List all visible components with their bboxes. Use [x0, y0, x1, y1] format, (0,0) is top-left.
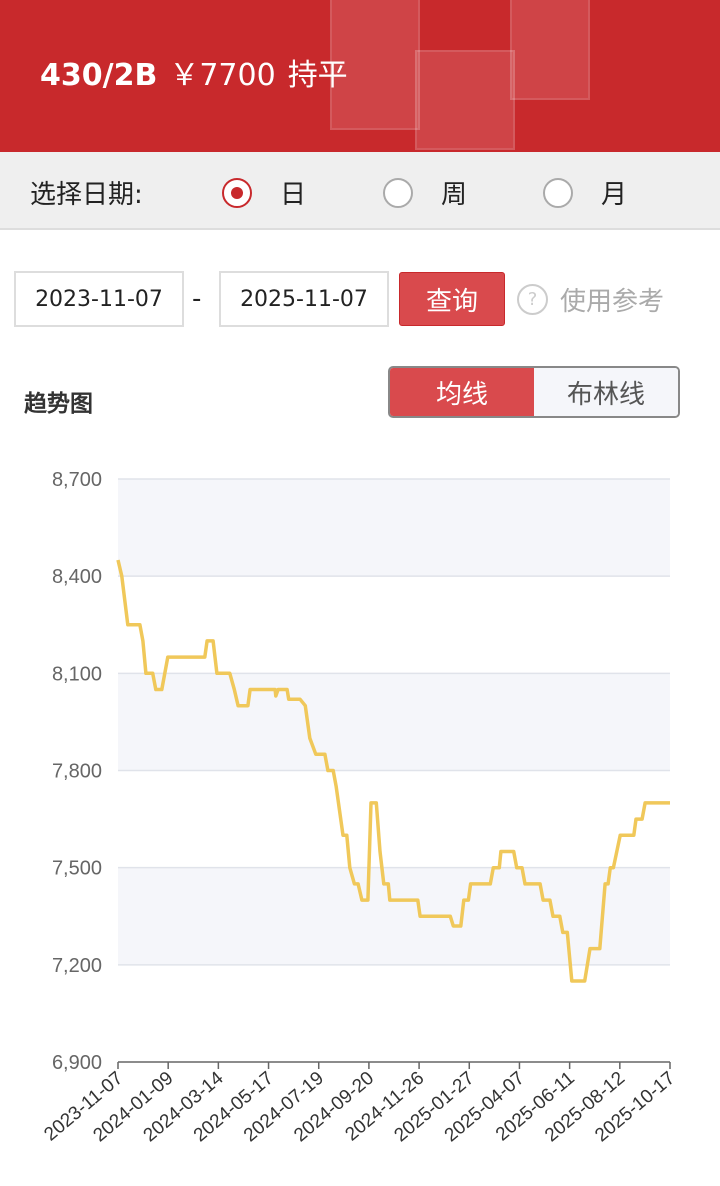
y-tick-label: 8,100: [52, 663, 102, 685]
radio-label: 周: [441, 180, 468, 210]
product-code: 430/2B: [40, 58, 158, 93]
trend-chart-title: 趋势图: [24, 391, 93, 417]
building-illustration: [510, 0, 590, 100]
end-date-input[interactable]: 2025-11-07: [219, 271, 389, 327]
price-trend-chart: 8,7008,4008,1007,8007,5007,2006,9002023-…: [40, 469, 679, 1146]
price: ￥7700: [169, 58, 276, 93]
building-illustration: [415, 50, 515, 150]
building-illustration: [330, 0, 420, 130]
radio-week[interactable]: 周: [383, 174, 467, 211]
start-date-input[interactable]: 2023-11-07: [14, 271, 184, 327]
y-tick-label: 7,800: [52, 761, 102, 783]
chart-mode-toggle: 均线 布林线: [388, 366, 680, 418]
date-granularity-bar: 选择日期: 日 周 月: [0, 152, 720, 230]
change-status: 持平: [287, 58, 348, 93]
radio-checked-icon: [222, 177, 252, 208]
y-tick-label: 8,700: [52, 469, 102, 491]
radio-label: 月: [601, 180, 628, 210]
usage-reference-link[interactable]: 使用参考: [560, 287, 665, 317]
header-banner: 430/2B ￥7700 持平: [0, 0, 720, 152]
y-tick-label: 7,500: [52, 858, 102, 880]
tab-moving-average[interactable]: 均线: [390, 368, 534, 416]
y-tick-label: 8,400: [52, 566, 102, 588]
tab-bollinger[interactable]: 布林线: [534, 368, 678, 416]
grid-band: [118, 479, 670, 577]
date-separator: -: [192, 284, 202, 314]
grid-band: [118, 867, 670, 965]
grid-band: [118, 673, 670, 771]
radio-unchecked-icon: [543, 177, 573, 208]
radio-month[interactable]: 月: [543, 174, 627, 211]
y-tick-label: 7,200: [52, 955, 102, 977]
radio-day[interactable]: 日: [222, 174, 306, 211]
date-select-label: 选择日期:: [30, 180, 143, 210]
radio-unchecked-icon: [383, 177, 413, 208]
radio-label: 日: [280, 180, 307, 210]
price-line: [116, 559, 670, 983]
query-button[interactable]: 查询: [399, 272, 505, 326]
question-circle-icon[interactable]: ?: [517, 284, 548, 315]
y-tick-label: 6,900: [52, 1052, 102, 1074]
price-title: 430/2B ￥7700 持平: [40, 50, 360, 94]
